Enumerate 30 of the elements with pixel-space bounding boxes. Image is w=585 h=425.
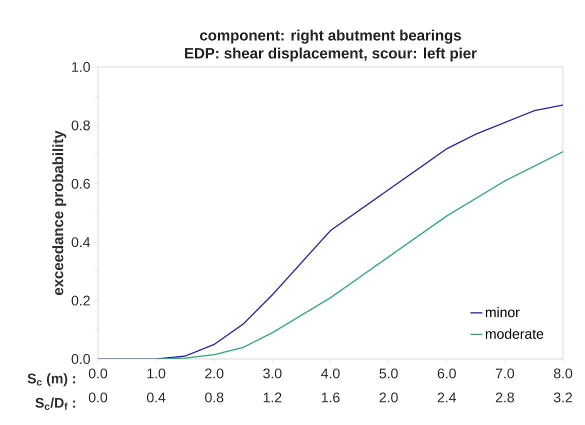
x2-tick-label: 0.8 bbox=[205, 392, 224, 402]
legend-label: minor bbox=[486, 307, 520, 318]
x2-tick-label: 1.2 bbox=[264, 392, 282, 402]
x2-tick-label: 2.4 bbox=[438, 392, 456, 402]
x-tick-label: 1.0 bbox=[147, 368, 166, 378]
y-tick-label: 1.0 bbox=[72, 62, 90, 72]
x2-tick-label: 2.8 bbox=[496, 392, 514, 402]
y-axis-title: exceedance probability bbox=[52, 130, 66, 296]
x-tick-label: 2.0 bbox=[205, 368, 224, 378]
x-tick-label: 7.0 bbox=[496, 368, 514, 378]
x2-tick-label: 1.6 bbox=[322, 392, 340, 402]
x-tick-label: 6.0 bbox=[438, 368, 456, 378]
x2-tick-label: 0.4 bbox=[146, 392, 166, 402]
y-tick-label: 0.6 bbox=[72, 178, 90, 189]
y-tick-label: 0.4 bbox=[72, 237, 90, 248]
x-tick-label: 0.0 bbox=[88, 368, 108, 378]
x-tick-label: 4.0 bbox=[321, 368, 340, 378]
y-tick-label: 0.8 bbox=[72, 120, 90, 130]
y-tick-label: 0.2 bbox=[72, 296, 90, 306]
x-tick-label: 3.0 bbox=[263, 368, 282, 378]
x-tick-label: 5.0 bbox=[379, 368, 398, 378]
chart-title: component: right abutment bearings EDP: shear displacement, scour: left pier bbox=[185, 30, 477, 62]
y-tick-label: 0.0 bbox=[72, 354, 90, 364]
x-tick-label: 8.0 bbox=[554, 368, 572, 378]
x2-tick-label: 2.0 bbox=[380, 392, 398, 402]
legend-label: moderate bbox=[486, 328, 544, 339]
x-axis-title: S$_{c}$ (m) : bbox=[28, 373, 76, 386]
x2-axis-title: S$_{c}$/D$_{f}$ : bbox=[35, 398, 76, 410]
x2-tick-label: 0.0 bbox=[88, 392, 108, 402]
x2-tick-label: 3.2 bbox=[554, 392, 572, 402]
